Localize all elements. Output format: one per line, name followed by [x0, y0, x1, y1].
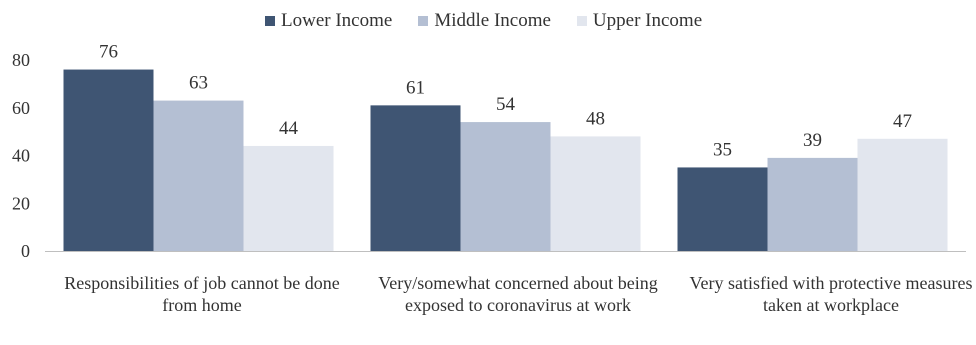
category-label-job-from-home: Responsibilities of job cannot be done f…: [64, 273, 340, 315]
y-tick-label: 40: [12, 146, 30, 166]
legend: Lower Income Middle Income Upper Income: [265, 10, 728, 32]
data-label: 35: [713, 139, 732, 160]
legend-item-middle-income: Middle Income: [418, 10, 551, 32]
bar-lower-income-0: [63, 69, 154, 251]
legend-item-upper-income: Upper Income: [576, 10, 703, 32]
legend-label-middle-income: Middle Income: [434, 10, 551, 31]
data-label: 63: [189, 73, 208, 94]
data-label: 76: [99, 42, 118, 63]
category-label-protective-measures: Very satisfied with protective measures …: [689, 273, 973, 315]
legend-swatch-upper-income: [576, 16, 587, 26]
legend-item-lower-income: Lower Income: [265, 10, 392, 32]
bar-upper-income-0: [243, 145, 334, 251]
bar-middle-income-2: [767, 157, 858, 251]
y-tick-label: 60: [12, 98, 30, 118]
bar-middle-income-1: [460, 122, 551, 251]
data-label: 54: [496, 94, 516, 115]
legend-swatch-lower-income: [265, 16, 275, 26]
y-tick-label: 80: [12, 50, 30, 70]
data-label: 44: [279, 118, 299, 139]
category-label-concerned-exposure: Very/somewhat concerned about being expo…: [378, 273, 658, 315]
data-label: 61: [406, 77, 425, 98]
y-tick-label: 20: [12, 193, 30, 213]
y-tick-label: 0: [21, 241, 30, 261]
data-label: 39: [803, 130, 822, 151]
bar-upper-income-2: [857, 138, 948, 251]
legend-label-upper-income: Upper Income: [592, 10, 703, 31]
legend-label-lower-income: Lower Income: [281, 10, 393, 31]
bar-lower-income-2: [677, 167, 768, 251]
data-label: 47: [893, 111, 912, 132]
legend-swatch-middle-income: [418, 16, 429, 26]
bar-lower-income-1: [370, 105, 461, 251]
bar-upper-income-1: [550, 136, 641, 251]
data-label: 48: [586, 108, 605, 129]
bar-middle-income-0: [153, 100, 244, 252]
